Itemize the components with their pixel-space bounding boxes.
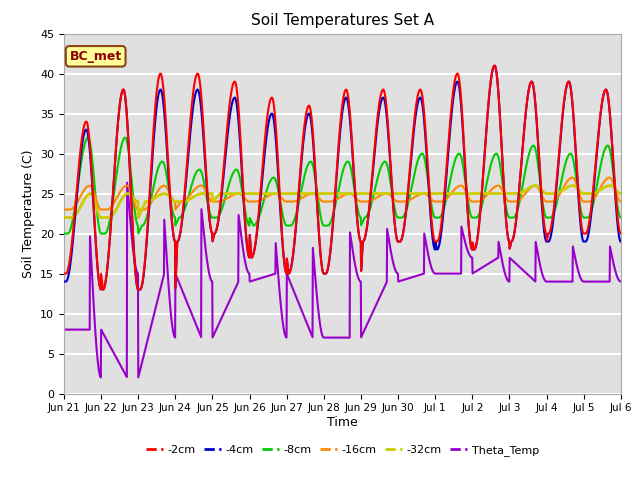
- -4cm: [491, 63, 499, 69]
- -4cm: [179, 209, 187, 215]
- -16cm: [617, 199, 625, 204]
- -4cm: [291, 242, 298, 248]
- Theta_Temp: [269, 272, 276, 277]
- -2cm: [291, 240, 298, 246]
- -8cm: [440, 204, 448, 210]
- -4cm: [269, 112, 276, 118]
- Line: -32cm: -32cm: [64, 186, 621, 217]
- Line: Theta_Temp: Theta_Temp: [64, 183, 621, 377]
- -32cm: [607, 183, 614, 189]
- -4cm: [287, 263, 295, 269]
- Y-axis label: Soil Temperature (C): Soil Temperature (C): [22, 149, 35, 278]
- Theta_Temp: [97, 374, 105, 380]
- Line: -8cm: -8cm: [64, 138, 621, 234]
- X-axis label: Time: Time: [327, 416, 358, 429]
- -8cm: [617, 215, 625, 220]
- Text: BC_met: BC_met: [70, 50, 122, 63]
- -32cm: [290, 191, 298, 196]
- -8cm: [60, 231, 68, 237]
- Theta_Temp: [617, 279, 625, 285]
- -32cm: [268, 191, 276, 196]
- -32cm: [92, 203, 100, 208]
- -16cm: [60, 207, 68, 213]
- -16cm: [179, 198, 187, 204]
- -2cm: [491, 63, 499, 69]
- -16cm: [440, 198, 448, 204]
- -4cm: [617, 239, 625, 244]
- Theta_Temp: [180, 291, 188, 297]
- -2cm: [287, 263, 295, 268]
- Line: -16cm: -16cm: [64, 178, 621, 210]
- -16cm: [92, 196, 100, 202]
- -16cm: [268, 191, 276, 197]
- Theta_Temp: [291, 290, 298, 296]
- -4cm: [134, 287, 142, 292]
- Theta_Temp: [441, 271, 449, 276]
- -2cm: [269, 96, 276, 102]
- -2cm: [440, 191, 448, 196]
- -32cm: [287, 191, 295, 196]
- -32cm: [179, 199, 187, 204]
- Line: -4cm: -4cm: [64, 66, 621, 289]
- -8cm: [287, 222, 295, 228]
- Theta_Temp: [60, 327, 68, 333]
- -8cm: [92, 201, 100, 206]
- Line: -2cm: -2cm: [64, 66, 621, 289]
- -2cm: [179, 206, 187, 212]
- -8cm: [269, 175, 276, 181]
- -32cm: [617, 191, 625, 196]
- -8cm: [84, 135, 92, 141]
- -32cm: [60, 215, 68, 220]
- Title: Soil Temperatures Set A: Soil Temperatures Set A: [251, 13, 434, 28]
- -4cm: [60, 279, 68, 285]
- -2cm: [92, 240, 100, 246]
- -16cm: [606, 175, 614, 180]
- -8cm: [179, 210, 187, 216]
- Legend: -2cm, -4cm, -8cm, -16cm, -32cm, Theta_Temp: -2cm, -4cm, -8cm, -16cm, -32cm, Theta_Te…: [141, 440, 543, 460]
- -2cm: [134, 287, 142, 292]
- -4cm: [440, 199, 448, 204]
- -16cm: [290, 199, 298, 204]
- Theta_Temp: [124, 180, 131, 186]
- Theta_Temp: [92, 336, 100, 342]
- -2cm: [60, 271, 68, 276]
- -16cm: [287, 199, 295, 204]
- -4cm: [92, 242, 100, 248]
- -2cm: [617, 231, 625, 237]
- Theta_Temp: [288, 283, 296, 289]
- -8cm: [291, 217, 298, 223]
- -32cm: [440, 191, 448, 196]
